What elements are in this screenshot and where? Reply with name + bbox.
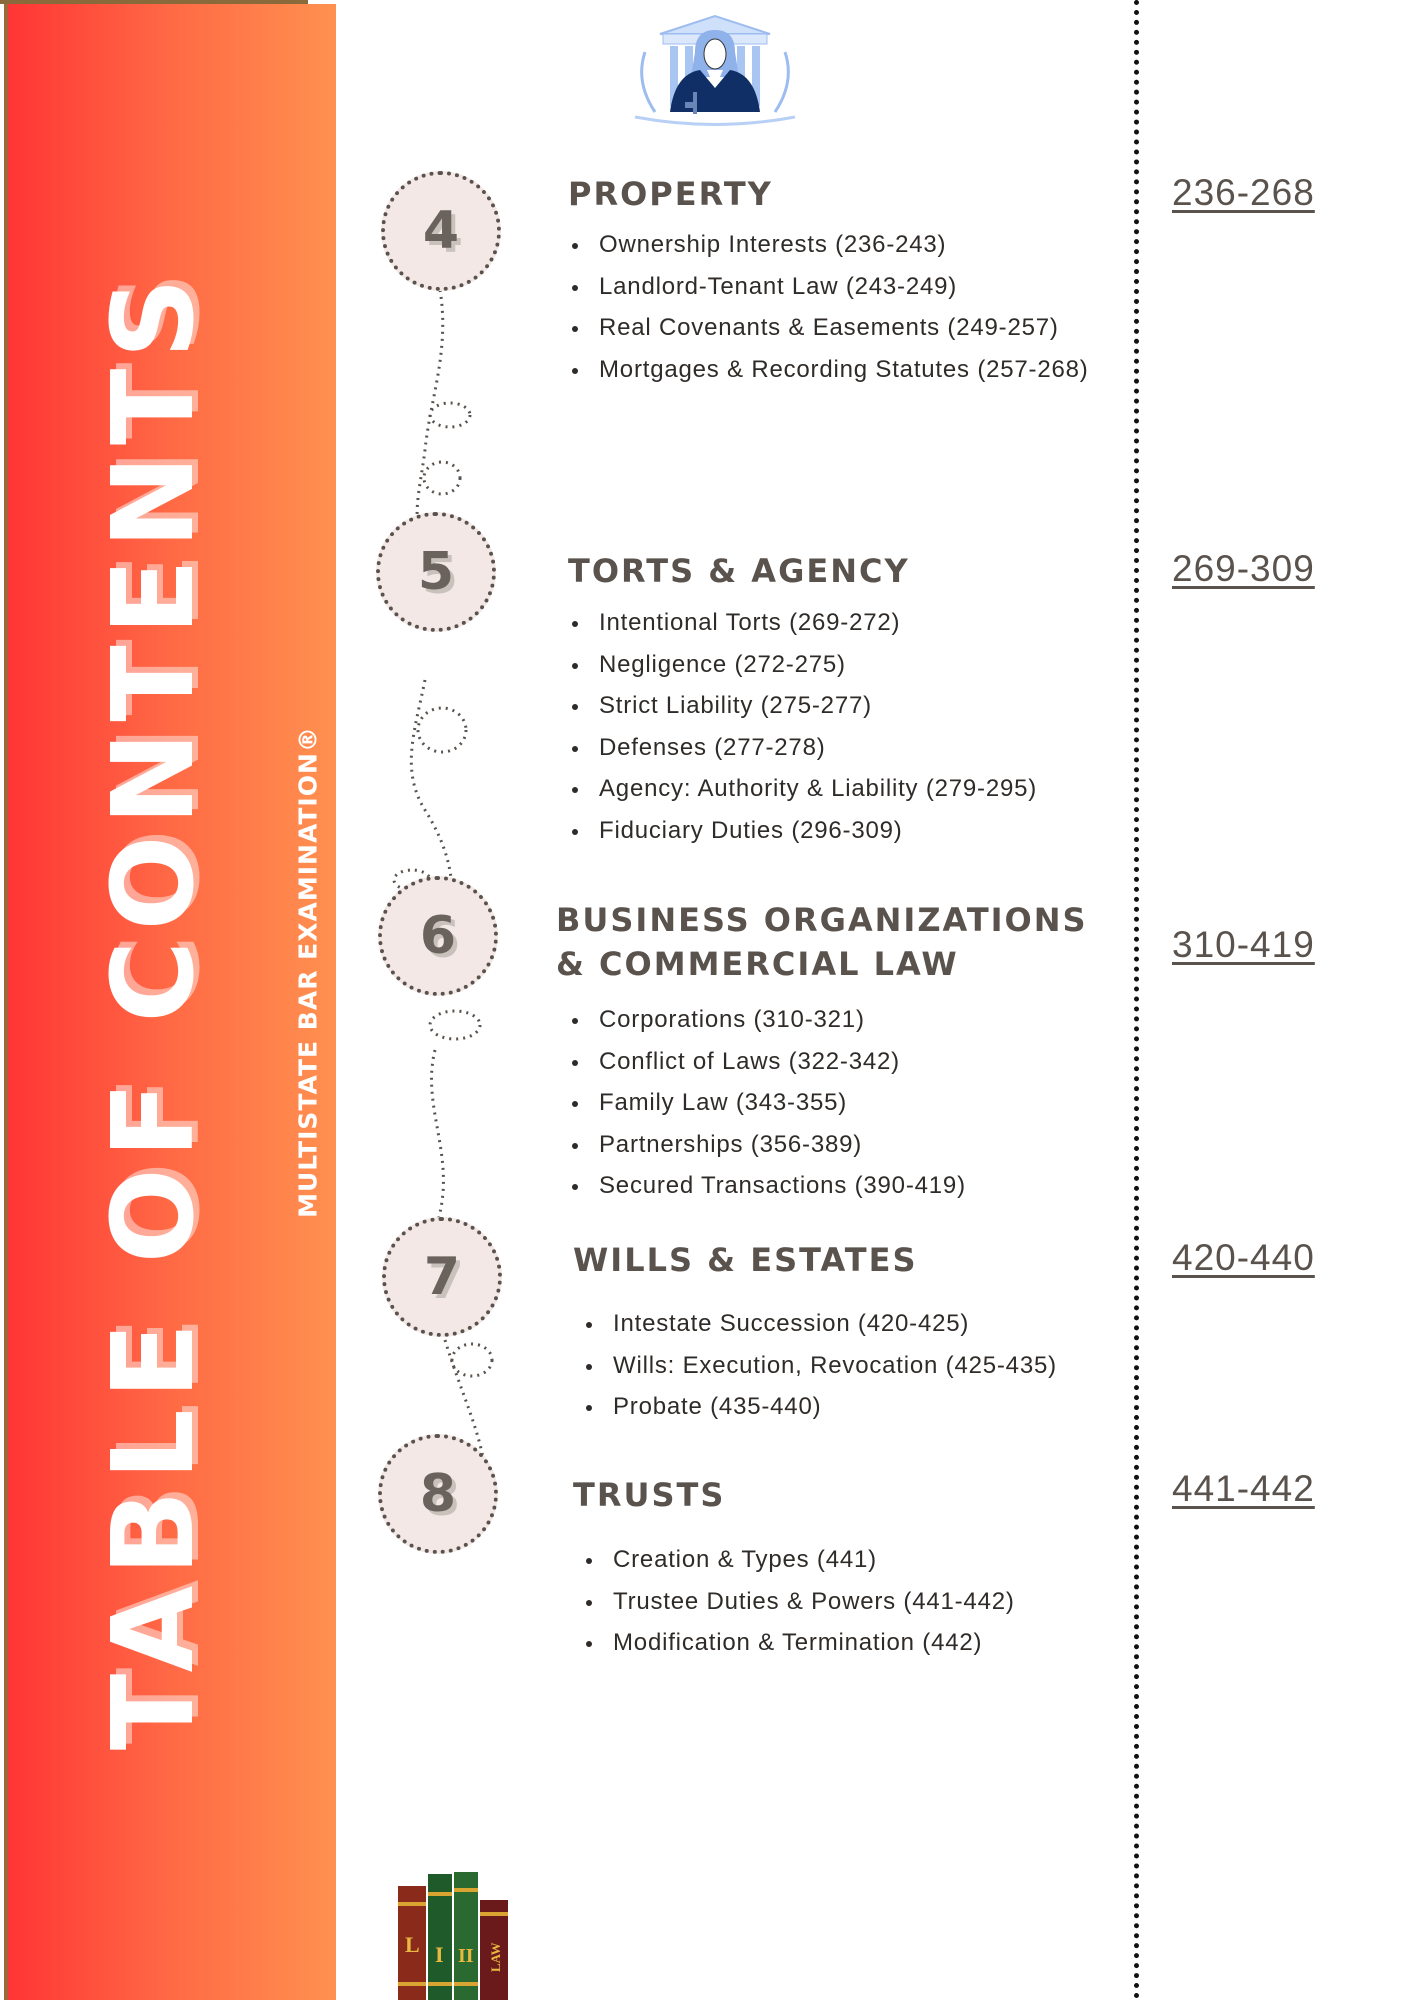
- list-item: Partnerships (356-389): [572, 1124, 966, 1166]
- svg-text:II: II: [458, 1945, 474, 1967]
- svg-text:L: L: [405, 1932, 420, 1957]
- page-range-link[interactable]: 420-440: [1172, 1237, 1315, 1278]
- section-number-badge: 7: [382, 1217, 502, 1337]
- topic-list: Intestate Succession (420-425) Wills: Ex…: [586, 1303, 1057, 1428]
- page-range-link[interactable]: 310-419: [1172, 924, 1315, 965]
- section-number-badge: 8: [378, 1434, 498, 1554]
- page-range-link[interactable]: 269-309: [1172, 548, 1315, 589]
- judge-courthouse-illustration: [634, 14, 796, 126]
- section-heading: TRUSTS: [573, 1476, 726, 1514]
- list-item: Corporations (310-321): [572, 999, 966, 1041]
- topic-list: Ownership Interests (236-243) Landlord-T…: [572, 224, 1089, 390]
- section-heading: WILLS & ESTATES: [573, 1241, 918, 1279]
- list-item: Fiduciary Duties (296-309): [572, 810, 1037, 852]
- list-item: Negligence (272-275): [572, 644, 1037, 686]
- topic-list: Intentional Torts (269-272) Negligence (…: [572, 602, 1037, 851]
- list-item: Probate (435-440): [586, 1386, 1057, 1428]
- list-item: Family Law (343-355): [572, 1082, 966, 1124]
- topic-list: Corporations (310-321) Conflict of Laws …: [572, 999, 966, 1207]
- list-item: Ownership Interests (236-243): [572, 224, 1089, 266]
- list-item: Conflict of Laws (322-342): [572, 1041, 966, 1083]
- law-books-icon: L I II LAW: [398, 1872, 508, 2000]
- list-item: Intentional Torts (269-272): [572, 602, 1037, 644]
- dotted-divider: [1134, 0, 1139, 2000]
- topic-list: Creation & Types (441) Trustee Duties & …: [586, 1539, 1015, 1664]
- list-item: Real Covenants & Easements (249-257): [572, 307, 1089, 349]
- list-item: Landlord-Tenant Law (243-249): [572, 266, 1089, 308]
- list-item: Mortgages & Recording Statutes (257-268): [572, 349, 1089, 391]
- list-item: Trustee Duties & Powers (441-442): [586, 1581, 1015, 1623]
- list-item: Wills: Execution, Revocation (425-435): [586, 1345, 1057, 1387]
- section-heading: BUSINESS ORGANIZATIONS & COMMERCIAL LAW: [556, 901, 1088, 983]
- list-item: Defenses (277-278): [572, 727, 1037, 769]
- section-number-badge: 5: [376, 512, 496, 632]
- section-number-badge: 6: [378, 876, 498, 996]
- toc-subtitle: MULTISTATE BAR EXAMINATION®: [293, 726, 323, 1218]
- page-range-link[interactable]: 441-442: [1172, 1468, 1315, 1509]
- page-range-link[interactable]: 236-268: [1172, 172, 1315, 213]
- list-item: Secured Transactions (390-419): [572, 1165, 966, 1207]
- toc-title: TABLE OF CONTENTS: [89, 267, 219, 1751]
- section-heading: PROPERTY: [568, 175, 773, 213]
- sidebar-banner: [4, 4, 336, 2000]
- top-border: [0, 0, 308, 4]
- timeline-dotted-path: [392, 289, 494, 1471]
- list-item: Modification & Termination (442): [586, 1622, 1015, 1664]
- section-number-badge: 4: [381, 171, 501, 291]
- list-item: Intestate Succession (420-425): [586, 1303, 1057, 1345]
- svg-text:LAW: LAW: [488, 1942, 503, 1972]
- list-item: Creation & Types (441): [586, 1539, 1015, 1581]
- section-heading: TORTS & AGENCY: [568, 552, 910, 590]
- list-item: Strict Liability (275-277): [572, 685, 1037, 727]
- svg-text:I: I: [435, 1942, 444, 1967]
- list-item: Agency: Authority & Liability (279-295): [572, 768, 1037, 810]
